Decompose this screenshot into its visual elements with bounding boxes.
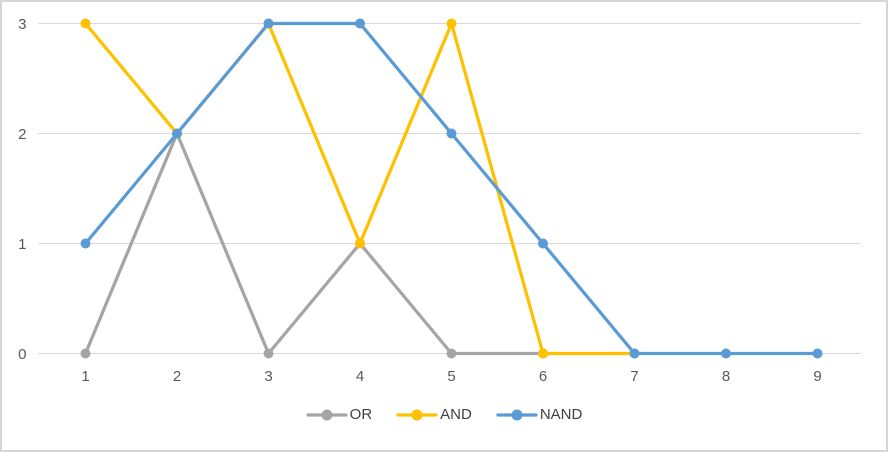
data-point-or [446, 348, 457, 359]
series-line-nand [83, 21, 820, 356]
legend-item-and: AND [396, 406, 472, 423]
data-point-nand [812, 348, 823, 359]
legend-line-marker-icon [306, 409, 348, 420]
data-point-nand [355, 18, 365, 29]
data-point-or [80, 348, 91, 359]
data-point-nand [263, 18, 274, 29]
data-point-nand [172, 128, 182, 139]
x-tick-label: 8 [722, 368, 730, 385]
series-line-or [83, 131, 545, 356]
legend-label: AND [440, 406, 472, 423]
y-tick-label: 1 [18, 236, 26, 253]
y-tick-label: 3 [18, 16, 26, 33]
x-tick-label: 6 [539, 368, 547, 385]
x-tick-label: 4 [356, 368, 364, 385]
legend-item-or: OR [306, 406, 373, 423]
data-point-nand [629, 348, 640, 359]
legend-line-marker-icon [396, 409, 438, 420]
data-point-nand [721, 348, 731, 359]
x-tick-label: 3 [264, 368, 272, 385]
chart-legend: OR AND NAND [2, 406, 886, 423]
y-tick-label: 0 [18, 346, 26, 363]
data-point-and [355, 238, 365, 249]
legend-line-marker-icon [496, 409, 538, 420]
data-point-and [80, 18, 91, 29]
data-point-or [263, 348, 274, 359]
data-point-nand [446, 128, 457, 139]
data-point-nand [80, 238, 91, 249]
legend-label: NAND [539, 406, 583, 423]
x-tick-label: 1 [81, 368, 89, 385]
x-tick-label: 7 [630, 368, 638, 385]
series-line-and [83, 21, 637, 356]
legend-label: OR [349, 406, 373, 423]
data-point-and [538, 348, 548, 359]
y-tick-label: 2 [18, 126, 26, 143]
x-tick-label: 9 [813, 368, 821, 385]
data-point-and [446, 18, 457, 29]
data-point-nand [538, 238, 548, 249]
x-tick-label: 5 [447, 368, 455, 385]
x-tick-label: 2 [173, 368, 181, 385]
legend-item-nand: NAND [496, 406, 583, 423]
